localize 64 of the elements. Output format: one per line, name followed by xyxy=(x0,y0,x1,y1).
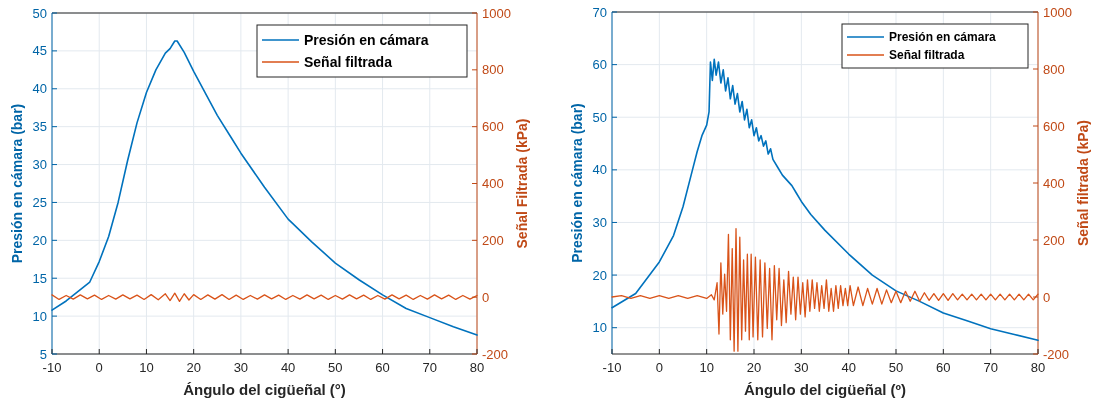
y2-tick-label: -200 xyxy=(482,346,509,362)
y2-tick-label: 1000 xyxy=(482,5,511,21)
y-tick-label: 30 xyxy=(32,157,47,173)
x-tick-label: 10 xyxy=(699,360,714,375)
y-tick-label: 10 xyxy=(592,320,607,336)
y-tick-label: 60 xyxy=(592,57,607,73)
x-tick-label: 70 xyxy=(983,360,998,375)
y-tick-label: 35 xyxy=(32,119,47,135)
y-tick-label: 25 xyxy=(32,194,47,210)
x-tick-label: 80 xyxy=(1030,360,1046,375)
y-tick-label: 45 xyxy=(32,43,47,59)
x-tick-label: 40 xyxy=(280,360,296,375)
x-tick-label: 80 xyxy=(469,360,485,375)
x-tick-label: 70 xyxy=(422,360,438,375)
legend-label: Señal filtrada xyxy=(889,48,965,63)
x-tick-label: 10 xyxy=(139,360,154,375)
y2-axis-title: Señal filtrada (kPa) xyxy=(1075,119,1091,247)
line-series xyxy=(51,292,478,303)
y2-tick-label: 600 xyxy=(482,119,504,135)
y2-tick-label: 400 xyxy=(1043,175,1065,191)
y-axis-title: Presión en cámara (bar) xyxy=(569,103,585,263)
y-tick-label: 15 xyxy=(32,270,47,286)
x-tick-label: 20 xyxy=(186,360,201,375)
x-tick-label: 30 xyxy=(233,360,249,375)
x-tick-label: 50 xyxy=(888,360,904,375)
line-series xyxy=(611,227,1039,352)
y2-tick-label: 800 xyxy=(482,62,504,78)
y2-tick-label: 400 xyxy=(482,176,504,191)
y2-tick-label: 200 xyxy=(482,232,504,248)
legend-label: Presión en cámara xyxy=(304,32,429,49)
y2-tick-label: 1000 xyxy=(1043,4,1072,20)
x-tick-label: 0 xyxy=(655,360,663,375)
y-tick-label: 40 xyxy=(32,81,47,97)
y2-tick-label: 600 xyxy=(1043,118,1065,134)
y2-tick-label: 200 xyxy=(1043,232,1065,248)
y2-tick-label: 800 xyxy=(1043,61,1065,77)
y2-tick-label: 0 xyxy=(482,289,490,305)
y-tick-label: 40 xyxy=(592,162,607,178)
x-axis-title: Ángulo del cigüeñal (º) xyxy=(743,381,907,398)
y2-tick-label: -200 xyxy=(1043,346,1070,362)
x-tick-label: 50 xyxy=(328,360,343,375)
x-tick-label: 20 xyxy=(746,360,762,375)
x-axis-title: Ángulo del cigüeñal (°) xyxy=(183,381,346,398)
y-tick-label: 30 xyxy=(592,214,607,230)
y-tick-label: 20 xyxy=(32,232,47,248)
y-tick-label: 10 xyxy=(32,308,47,324)
y-tick-label: 70 xyxy=(592,4,607,20)
y2-axis-title: Señal Filtrada (kPa) xyxy=(514,118,530,249)
x-tick-label: 60 xyxy=(375,360,390,375)
x-tick-label: 0 xyxy=(95,360,103,375)
x-tick-label: 60 xyxy=(936,360,951,375)
x-tick-label: -10 xyxy=(42,360,62,375)
legend-label: Señal filtrada xyxy=(304,54,393,71)
line-series xyxy=(611,58,1039,342)
x-tick-label: 30 xyxy=(794,360,809,375)
x-tick-label: 40 xyxy=(841,360,856,375)
y-tick-label: 5 xyxy=(39,346,47,362)
y-axis-title: Presión en cámara (bar) xyxy=(9,103,25,264)
y-tick-label: 50 xyxy=(592,109,607,125)
y-tick-label: 20 xyxy=(592,267,607,283)
y-tick-label: 50 xyxy=(32,5,47,21)
y2-tick-label: 0 xyxy=(1043,289,1051,305)
legend-label: Presión en cámara xyxy=(889,30,997,45)
x-tick-label: -10 xyxy=(602,360,622,375)
